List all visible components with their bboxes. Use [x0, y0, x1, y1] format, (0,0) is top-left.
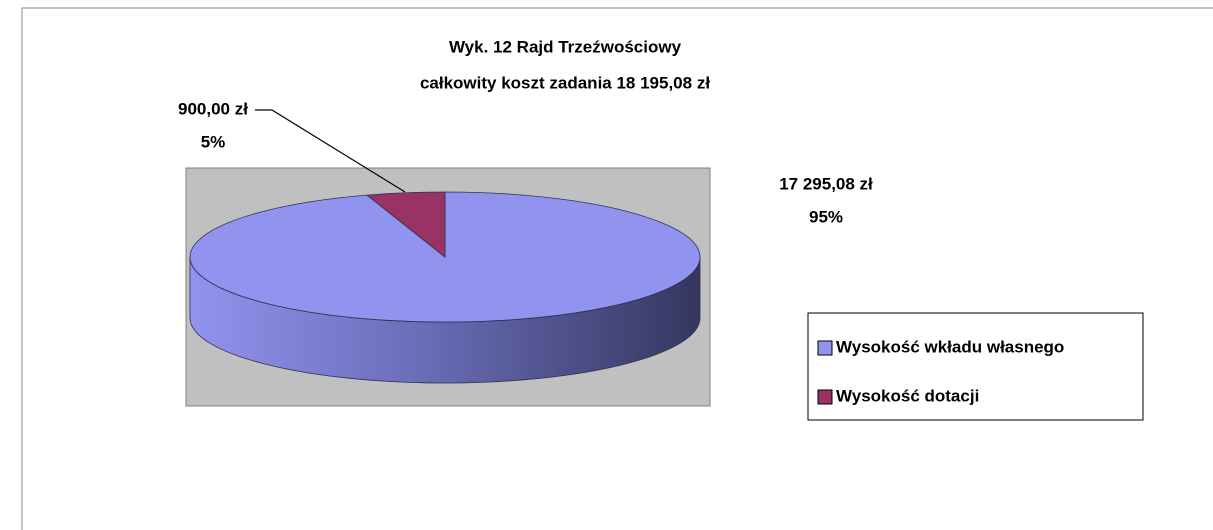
leader-line — [255, 109, 406, 193]
data-label: 900,00 zł — [178, 99, 248, 118]
legend-label: Wysokość wkładu własnego — [836, 337, 1064, 356]
legend-swatch — [817, 340, 833, 356]
data-label: 17 295,08 zł — [779, 174, 873, 193]
legend-swatch — [817, 389, 833, 405]
data-label: 5% — [201, 132, 226, 151]
chart-title: całkowity koszt zadania 18 195,08 zł — [420, 73, 710, 92]
pie-slice — [365, 191, 446, 258]
legend — [807, 312, 1144, 421]
chart-border — [21, 7, 1213, 530]
chart-title: Wyk. 12 Rajd Trzeźwościowy — [449, 37, 682, 56]
legend-label: Wysokość dotacji — [836, 386, 979, 405]
data-label: 95% — [809, 207, 843, 226]
